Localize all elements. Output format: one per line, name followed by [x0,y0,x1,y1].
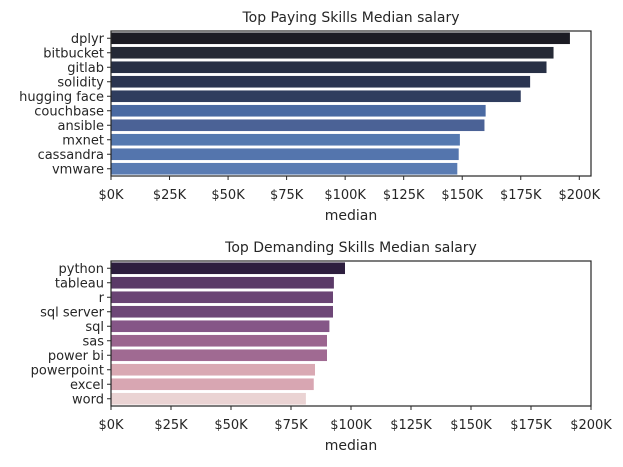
chart-1-bar-hugging-face [111,90,521,103]
chart-2-ytick-label: sql [85,320,104,335]
chart-1-xtick-label: $75K [270,188,304,203]
chart-1-bar-solidity [111,75,531,88]
chart-1-ytick-label: hugging face [19,90,104,105]
chart-2-xlabel: median [325,438,377,454]
chart-2-ytick-label: sas [82,334,104,349]
chart-1-title: Top Paying Skills Median salary [241,10,459,26]
chart-1-xtick-label: $50K [211,188,245,203]
chart-2-xtick-label: $100K [330,418,372,433]
chart-2-xtick-label: $200K [570,418,612,433]
chart-2-xtick-label: $150K [450,418,492,433]
chart-1-ytick-label: cassandra [38,148,104,163]
chart-2-frame [110,260,592,407]
chart-1-ytick-label: vmware [52,162,104,177]
chart-1-xtick-label: $100K [324,188,366,203]
chart-1-bar-mxnet [111,133,460,146]
chart-1-ytick-label: mxnet [62,133,104,148]
chart-1-ytick-label: dplyr [71,32,105,47]
chart-1-frame [110,30,592,177]
chart-1-ytick-label: gitlab [67,61,104,76]
chart-1-xtick-label: $0K [98,188,124,203]
chart-2-bar-power-bi [111,349,327,362]
chart-1-xtick-label: $25K [153,188,187,203]
chart-1-bar-gitlab [111,61,547,74]
chart-1-bar-couchbase [111,104,486,117]
chart-1-ytick-label: ansible [58,119,104,134]
chart-1-bar-bitbucket [111,46,554,59]
chart-1-xtick-label: $200K [558,188,600,203]
chart-2-bar-powerpoint [111,363,315,376]
chart-2-xtick-label: $125K [390,418,432,433]
chart-2-bar-python [111,262,345,275]
chart-2-bar-word [111,392,306,405]
chart-2-xtick-label: $50K [214,418,248,433]
chart-2-bar-excel [111,378,314,391]
chart-2-xtick-label: $25K [154,418,188,433]
chart-2-xtick-label: $75K [274,418,308,433]
chart-2-bar-sql [111,320,330,333]
chart-1-xtick-label: $175K [500,188,542,203]
chart-1-bar-dplyr [111,32,570,45]
chart-2-ytick-label: python [59,262,104,277]
chart-2-ytick-label: powerpoint [31,363,104,378]
chart-2-title: Top Demanding Skills Median salary [224,240,477,256]
chart-1-bar-ansible [111,119,485,132]
chart-2-ytick-label: sql server [40,305,105,320]
chart-1-bar-cassandra [111,148,459,161]
chart-2-bar-sql-server [111,305,333,318]
chart-1-ytick-label: solidity [57,75,104,90]
chart-1-bar-vmware [111,162,458,175]
chart-1-ytick-label: couchbase [34,104,104,119]
chart-2-bar-tableau [111,276,334,289]
chart-2-bar-sas [111,334,327,347]
chart-1-ytick-label: bitbucket [43,46,104,61]
chart-1-xtick-label: $150K [441,188,483,203]
chart-2-xtick-label: $0K [98,418,124,433]
chart-2-bar-r [111,291,333,304]
chart-2-ytick-label: tableau [55,276,104,291]
chart-2-ytick-label: r [99,291,105,306]
chart-2-xtick-label: $175K [510,418,552,433]
chart-1-xtick-label: $125K [383,188,425,203]
chart-2-ytick-label: power bi [48,349,104,364]
chart-2-ytick-label: word [72,392,104,407]
chart-2-ytick-label: excel [70,378,104,393]
chart-1-xlabel: median [325,208,377,224]
